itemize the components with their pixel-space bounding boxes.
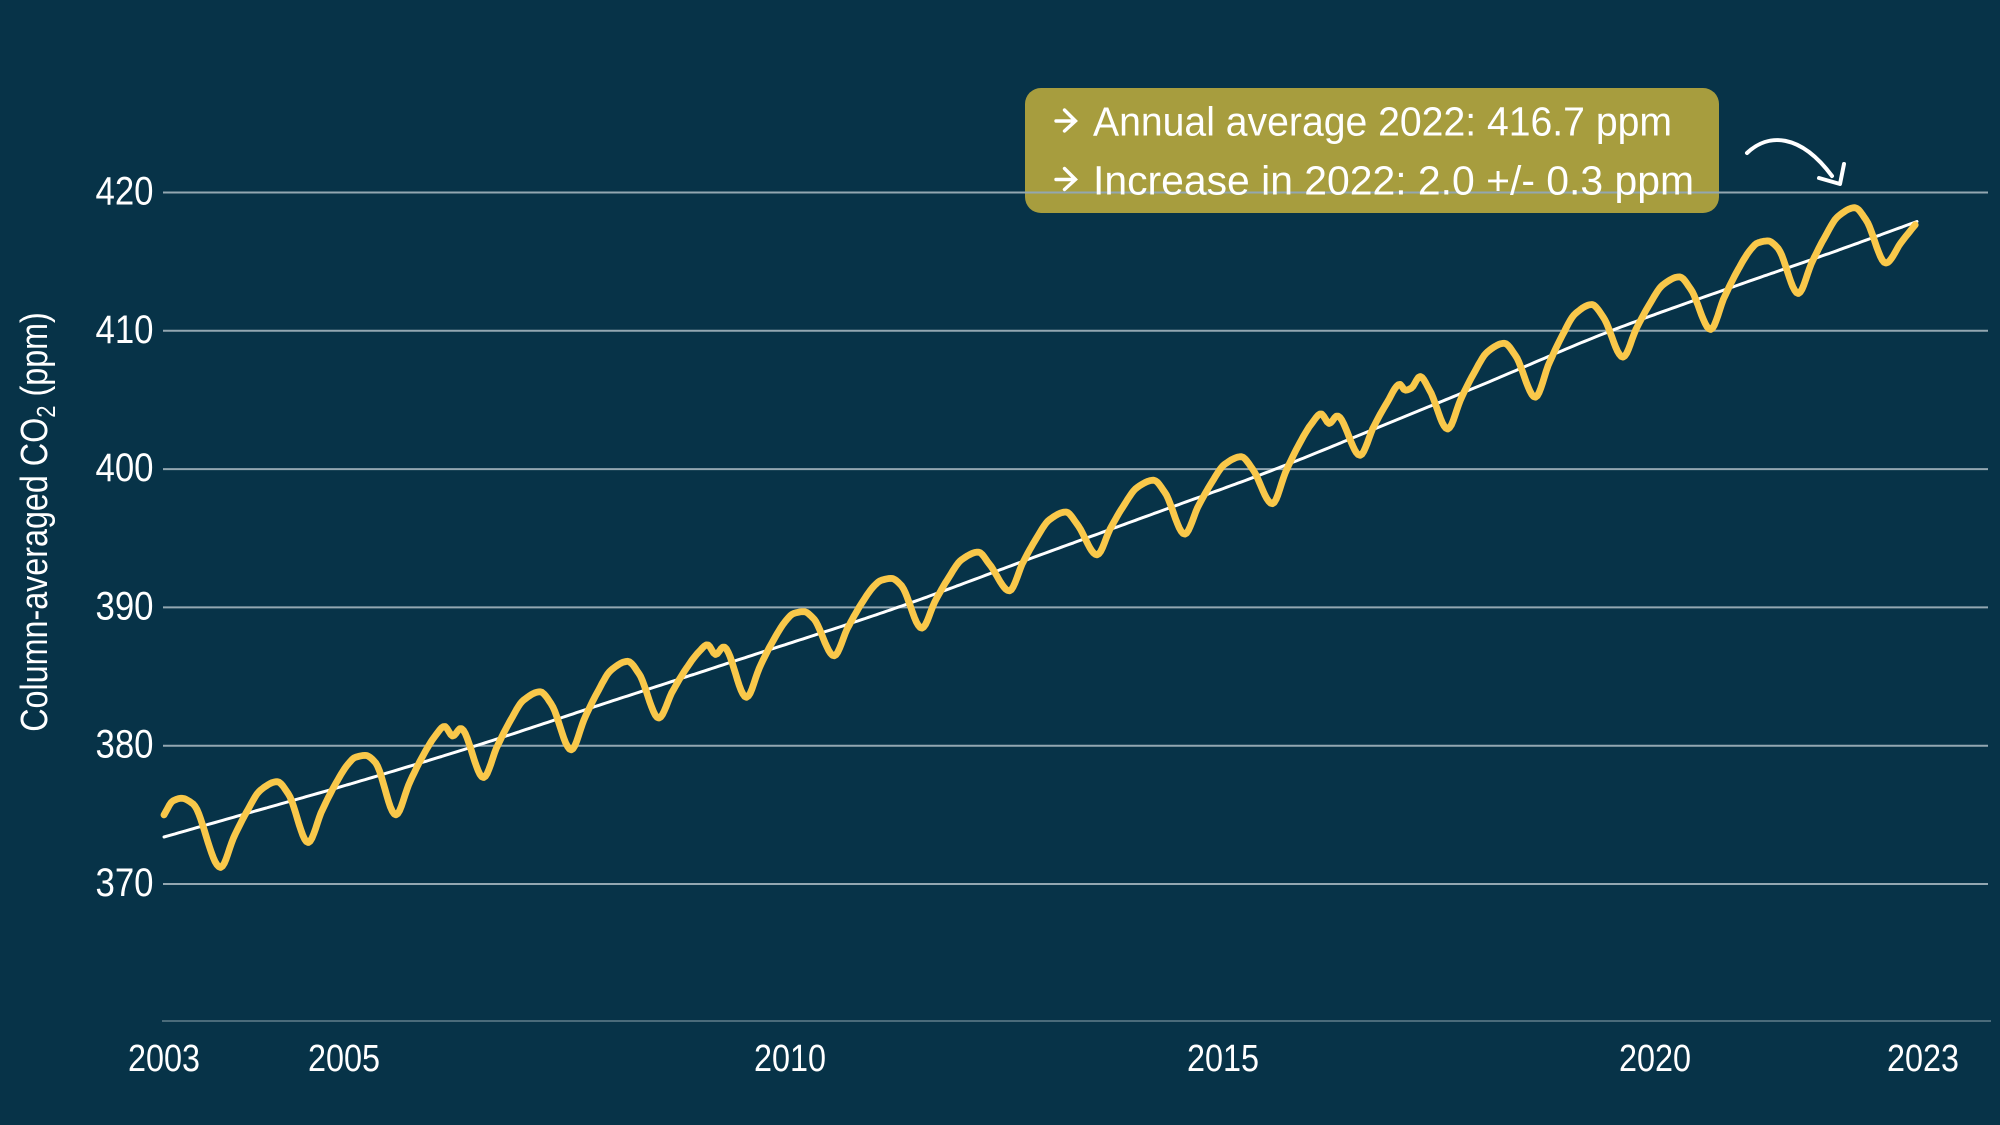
svg-text:2020: 2020 xyxy=(1619,1038,1691,1080)
svg-text:Annual average 2022: 416.7 ppm: Annual average 2022: 416.7 ppm xyxy=(1093,99,1672,145)
svg-text:2015: 2015 xyxy=(1187,1038,1259,1080)
svg-text:2003: 2003 xyxy=(128,1038,200,1080)
svg-text:380: 380 xyxy=(96,723,154,767)
svg-text:Column-averaged CO2 (ppm): Column-averaged CO2 (ppm) xyxy=(14,312,62,732)
svg-text:2010: 2010 xyxy=(754,1038,826,1080)
svg-text:370: 370 xyxy=(96,861,154,905)
svg-text:2023: 2023 xyxy=(1887,1038,1959,1080)
svg-text:390: 390 xyxy=(96,584,154,628)
svg-text:2005: 2005 xyxy=(308,1038,380,1080)
svg-text:410: 410 xyxy=(96,308,154,352)
svg-text:Increase in 2022: 2.0 +/- 0.3: Increase in 2022: 2.0 +/- 0.3 ppm xyxy=(1093,158,1694,204)
svg-text:400: 400 xyxy=(96,446,154,490)
svg-text:420: 420 xyxy=(96,170,154,214)
